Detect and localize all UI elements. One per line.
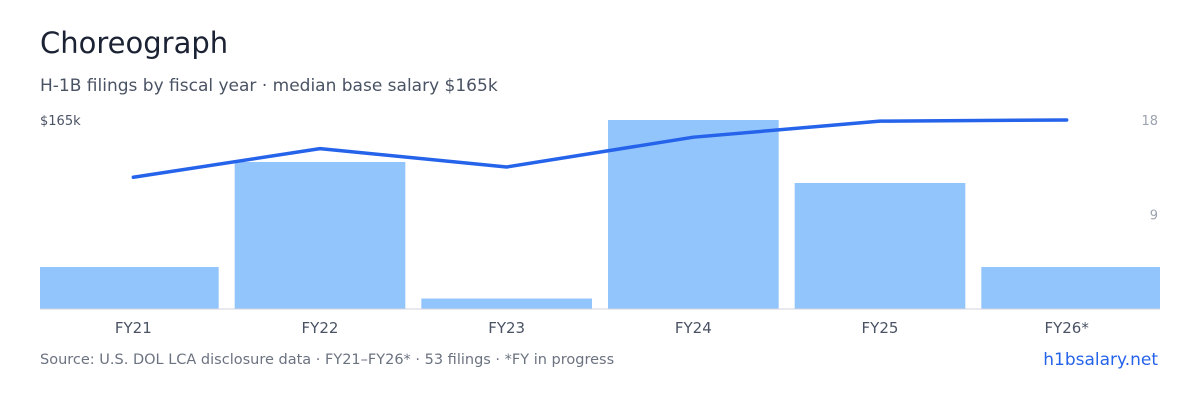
right-tick-label: 18 <box>1141 114 1158 129</box>
x-tick-label: FY25 <box>862 319 899 337</box>
bars-layer <box>40 120 1160 309</box>
chart-title: Choreograph <box>40 26 229 60</box>
x-tick-label: FY21 <box>115 319 152 337</box>
x-tick-label: FY23 <box>488 319 525 337</box>
bar-FY23 <box>421 298 592 309</box>
salary-line <box>131 118 1069 180</box>
left-axis-top-label: $165k <box>40 114 81 129</box>
x-tick-label: FY26* <box>1044 319 1089 337</box>
footer-source: Source: U.S. DOL LCA disclosure data · F… <box>40 352 615 368</box>
left-axis: $165k <box>40 114 81 129</box>
right-axis: 18 9 <box>1141 114 1158 224</box>
x-axis-labels: FY21 FY22 FY23 FY24 FY25 FY26* <box>115 319 1089 337</box>
bar-FY21 <box>40 267 219 309</box>
chart-subtitle: H-1B filings by fiscal year · median bas… <box>40 76 498 96</box>
bar-FY25 <box>794 183 966 309</box>
right-tick-label: 9 <box>1150 209 1158 224</box>
footer-site-link[interactable]: h1bsalary.net <box>1043 350 1158 370</box>
bar-FY24 <box>608 120 779 309</box>
x-tick-label: FY24 <box>675 319 712 337</box>
bar-FY26* <box>981 267 1160 309</box>
bar-FY22 <box>234 162 406 309</box>
x-tick-label: FY22 <box>302 319 339 337</box>
